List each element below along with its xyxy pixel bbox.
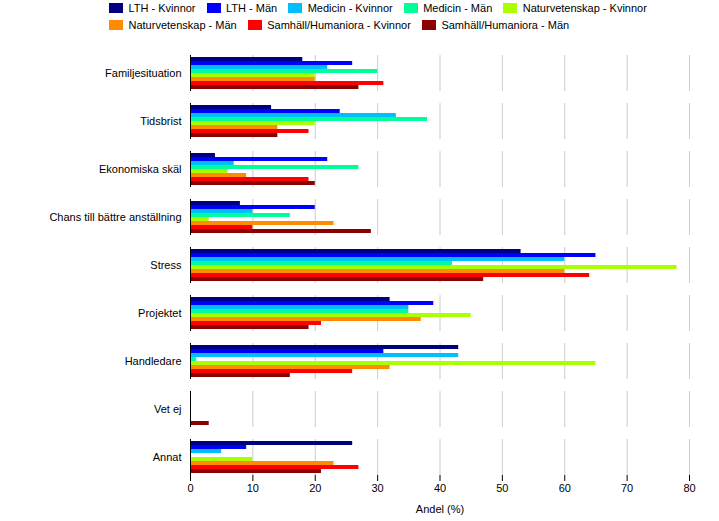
- svg-text:40: 40: [434, 482, 446, 494]
- svg-text:0: 0: [187, 482, 193, 494]
- svg-text:Handledare: Handledare: [125, 355, 182, 367]
- svg-text:Projektet: Projektet: [138, 307, 181, 319]
- svg-text:60: 60: [559, 482, 571, 494]
- svg-text:Annat: Annat: [153, 451, 182, 463]
- svg-text:70: 70: [621, 482, 633, 494]
- html-text:Samhäll/Humaniora - Kvinnor: Samhäll/Humaniora - Kvinnor: [267, 18, 411, 31]
- svg-text:80: 80: [683, 482, 695, 494]
- svg-text:Familjesituation: Familjesituation: [105, 67, 181, 79]
- svg-text:Andel (%): Andel (%): [416, 502, 464, 514]
- html-text:Medicin - Kvinnor: Medicin - Kvinnor: [307, 2, 393, 15]
- svg-text:20: 20: [309, 482, 321, 494]
- svg-text:Stress: Stress: [150, 259, 182, 271]
- svg-text:Vet ej: Vet ej: [154, 403, 182, 415]
- svg-text:30: 30: [372, 482, 384, 494]
- html-text:Naturvetenskap - Män: Naturvetenskap - Män: [128, 18, 237, 31]
- svg-text:10: 10: [247, 482, 259, 494]
- svg-text:Chans till bättre anställning: Chans till bättre anställning: [49, 211, 181, 223]
- svg-text:Tidsbrist: Tidsbrist: [140, 115, 181, 127]
- svg-text:50: 50: [496, 482, 508, 494]
- html-text:Medicin - Män: Medicin - Män: [423, 2, 493, 15]
- html-text:LTH - Kvinnor: LTH - Kvinnor: [128, 2, 196, 15]
- svg-text:Ekonomiska skäl: Ekonomiska skäl: [99, 163, 182, 175]
- html-text:LTH - Män: LTH - Män: [226, 2, 278, 15]
- html-text:Samhäll/Humaniora - Män: Samhäll/Humaniora - Män: [441, 18, 570, 31]
- html-text:Naturvetenskap - Kvinnor: Naturvetenskap - Kvinnor: [522, 2, 647, 15]
